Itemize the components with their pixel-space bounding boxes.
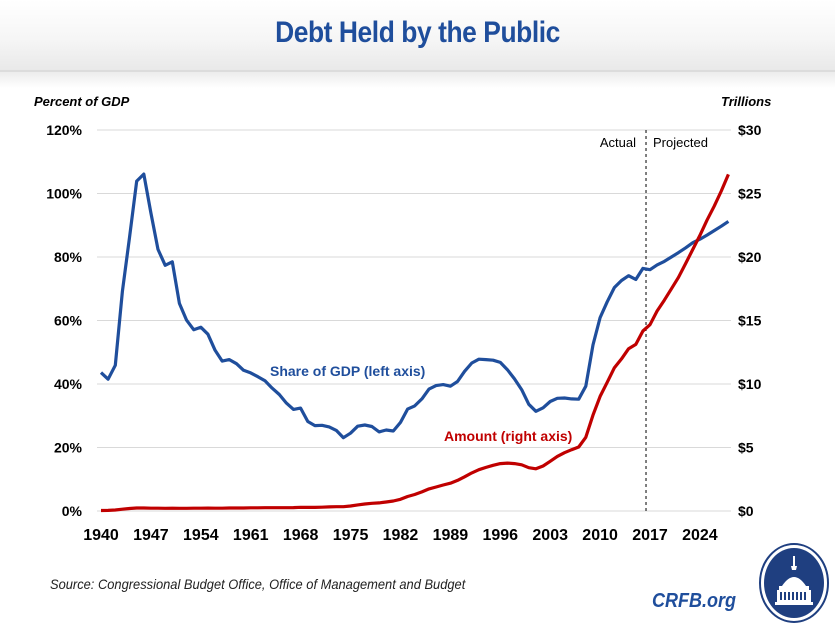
amount-label: Amount (right axis) [444,428,572,444]
projected-annotation: Projected [653,135,708,150]
gridlines [97,129,731,512]
left-axis-title: Percent of GDP [34,94,130,109]
series-points [100,174,729,511]
x-tick-label: 2024 [682,527,718,544]
x-tick-label: 1947 [133,527,169,544]
left-tick-label: 0% [62,503,83,519]
left-tick-label: 20% [54,440,83,456]
x-tick-label: 1940 [83,527,119,544]
x-tick-label: 1982 [383,527,419,544]
actual-annotation: Actual [600,135,636,150]
x-tick-label: 1989 [433,527,469,544]
series-line-amount [100,173,730,513]
header-bar [0,0,835,72]
left-tick-label: 60% [54,313,83,329]
series-line-share-of-gdp [99,172,730,440]
x-tick-label: 1975 [333,527,369,544]
left-tick-label: 80% [54,249,83,265]
header-shadow [0,72,835,88]
right-tick-label: $25 [738,186,762,202]
x-tick-label: 2010 [582,527,618,544]
x-tick-label: 1968 [283,527,319,544]
x-tick-label: 1996 [482,527,518,544]
right-tick-label: $15 [738,313,762,329]
left-tick-label: 40% [54,376,83,392]
share-of-gdp-label: Share of GDP (left axis) [270,363,425,379]
capitol-dome-seal-icon [759,543,829,623]
right-tick-label: $0 [738,503,754,519]
x-tick-label: 1954 [183,527,219,544]
right-axis-ticks: $0 $5 $10 $15 $20 $25 $30 [738,122,762,519]
x-tick-label: 2003 [532,527,568,544]
right-tick-label: $5 [738,440,754,456]
x-axis-ticks: 1940 1947 1954 1961 1968 1975 1982 1989 1996 2003… [83,527,718,544]
source-note: Source: Congressional Budget Office, Off… [50,576,466,592]
brand-link[interactable]: CRFB.org [652,590,736,612]
right-tick-label: $10 [738,376,762,392]
x-tick-label: 2017 [632,527,668,544]
left-tick-label: 120% [46,122,82,138]
right-tick-label: $30 [738,122,762,138]
left-axis-ticks: 0% 20% 40% 60% 80% 100% 120% [46,122,82,519]
chart-title: Debt Held by the Public [275,16,560,49]
right-axis-title: Trillions [721,94,771,109]
right-tick-label: $20 [738,249,762,265]
left-tick-label: 100% [46,186,82,202]
x-tick-label: 1961 [233,527,269,544]
